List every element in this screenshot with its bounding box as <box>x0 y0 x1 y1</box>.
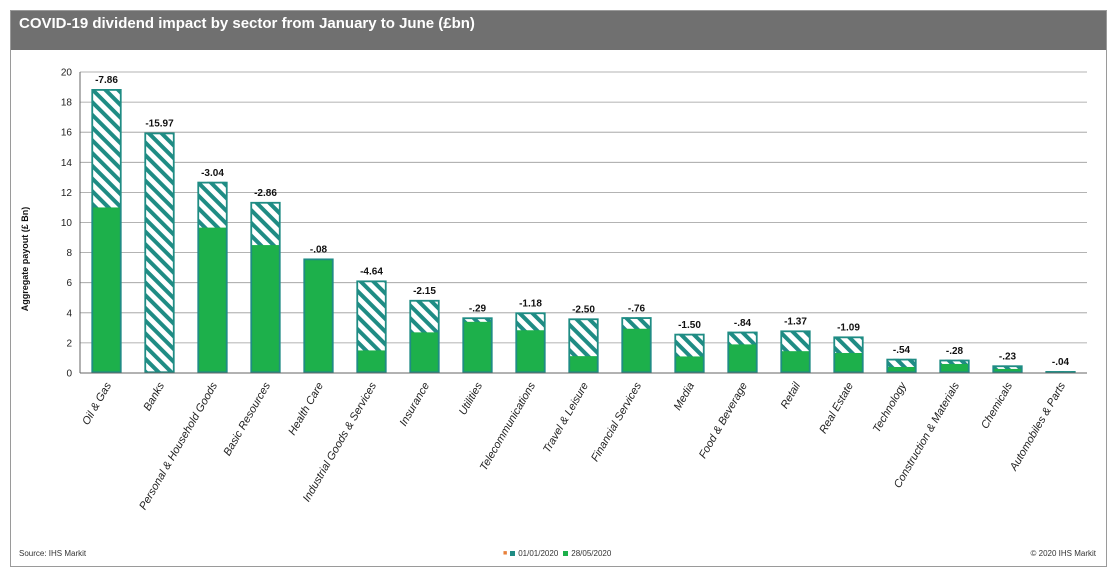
y-tick-label: 6 <box>66 278 72 289</box>
data-label: -7.86 <box>95 75 118 86</box>
data-label: -.28 <box>946 346 964 357</box>
legend-label-2020-05-28: 28/05/2020 <box>571 549 612 558</box>
bar-current <box>674 356 705 373</box>
bar-current <box>356 350 387 373</box>
data-label: -.23 <box>999 351 1017 362</box>
bars: -7.86 -15.97 -3.04 -2.86 -.08 -4.64 -2.15 -.29 -… <box>91 75 1076 374</box>
legend-swatch-2020-01-01 <box>510 551 516 556</box>
bar-outline <box>886 358 917 374</box>
data-label: -2.50 <box>572 305 595 316</box>
y-tick-label: 14 <box>61 158 73 169</box>
bar-outline <box>356 280 387 374</box>
bar-outline <box>462 317 493 374</box>
x-tick-label: Health Care <box>286 381 326 438</box>
bar-current <box>992 368 1023 373</box>
bar-outline <box>250 201 281 374</box>
x-tick-label: Basic Resources <box>221 380 273 458</box>
y-tick-label: 0 <box>66 369 72 380</box>
x-tick-label: Chemicals <box>979 380 1015 431</box>
bar-current <box>886 366 917 373</box>
x-tick-label: Travel & Leisure <box>541 381 591 456</box>
bar-outline <box>992 365 1023 374</box>
bar-outline <box>833 336 864 374</box>
bar-current <box>303 259 334 373</box>
x-tick-label: Utilities <box>457 380 485 417</box>
bar-total-hatched <box>144 132 175 373</box>
source-note: Source: IHS Markit <box>19 549 87 558</box>
bar-outline <box>409 299 440 374</box>
bar-outline <box>91 89 122 374</box>
bar-outline <box>515 312 546 374</box>
data-label: -2.86 <box>254 188 277 199</box>
data-label: -1.18 <box>519 298 542 309</box>
y-tick-label: 10 <box>61 218 73 229</box>
copyright-note: © 2020 IHS Markit <box>1030 549 1096 558</box>
y-tick-label: 18 <box>61 98 73 109</box>
bar-current <box>197 227 228 373</box>
x-tick-label: Telecommunications <box>478 380 539 473</box>
bar-current <box>250 245 281 373</box>
bar-current <box>515 330 546 373</box>
x-tick-label: Financial Services <box>589 380 644 464</box>
data-label: -.84 <box>734 318 752 329</box>
y-axis-label: Aggregate payout (£ Bn) <box>20 207 30 312</box>
bar-outline <box>568 318 599 374</box>
chart-title: COVID-19 dividend impact by sector from … <box>11 11 1106 50</box>
data-label: -3.04 <box>201 168 224 179</box>
data-label: -1.37 <box>784 317 807 328</box>
bar-current <box>621 328 652 373</box>
y-tick-label: 4 <box>66 308 72 319</box>
x-tick-label: Retail <box>779 380 804 411</box>
data-label: -1.50 <box>678 320 701 331</box>
legend-label-2020-01-01: 01/01/2020 <box>518 549 559 558</box>
data-label: -2.15 <box>413 286 436 297</box>
legend: ■ 01/01/2020 28/05/2020 <box>503 549 611 558</box>
bar-current <box>780 351 811 373</box>
y-tick-label: 12 <box>61 188 73 199</box>
legend-marker-orange-icon: ■ <box>503 550 508 557</box>
data-label: -.04 <box>1052 357 1070 368</box>
x-tick-label: Insurance <box>398 381 433 429</box>
bar-outline <box>303 258 334 374</box>
bar-outline <box>939 359 970 374</box>
bar-outline <box>621 317 652 374</box>
x-tick-label: Real Estate <box>817 381 856 436</box>
bar-outline <box>727 331 758 374</box>
bar-current <box>462 321 493 373</box>
chart-frame: COVID-19 dividend impact by sector from … <box>10 10 1107 567</box>
x-tick-label: Technology <box>871 379 910 435</box>
data-label: -.76 <box>628 303 646 314</box>
y-tick-label: 2 <box>66 338 72 349</box>
data-label: -4.64 <box>360 267 383 278</box>
data-label: -.08 <box>310 245 328 256</box>
y-tick-label: 20 <box>61 68 73 79</box>
data-label: -.29 <box>469 303 487 314</box>
x-tick-label: Automobiles & Parts <box>1007 380 1068 474</box>
bar-current <box>727 344 758 373</box>
bar-current <box>833 352 864 373</box>
data-label: -1.09 <box>837 323 860 334</box>
bar-outline <box>780 330 811 374</box>
bar-current <box>568 356 599 373</box>
bar-current <box>939 363 970 373</box>
data-label: -.54 <box>893 345 911 356</box>
bar-current <box>409 332 440 373</box>
bar-current <box>91 207 122 373</box>
bar-outline <box>197 181 228 374</box>
x-tick-label: Banks <box>141 380 167 413</box>
x-tick-label: Oil & Gas <box>80 380 114 427</box>
y-tick-label: 16 <box>61 128 73 139</box>
bar-outline <box>144 132 175 374</box>
y-tick-label: 8 <box>66 248 72 259</box>
legend-swatch-2020-05-28 <box>563 551 569 556</box>
bar-outline <box>674 333 705 374</box>
x-tick-label: Food & Beverage <box>697 381 750 461</box>
data-label: -15.97 <box>145 119 174 130</box>
x-tick-label: Media <box>672 381 697 413</box>
